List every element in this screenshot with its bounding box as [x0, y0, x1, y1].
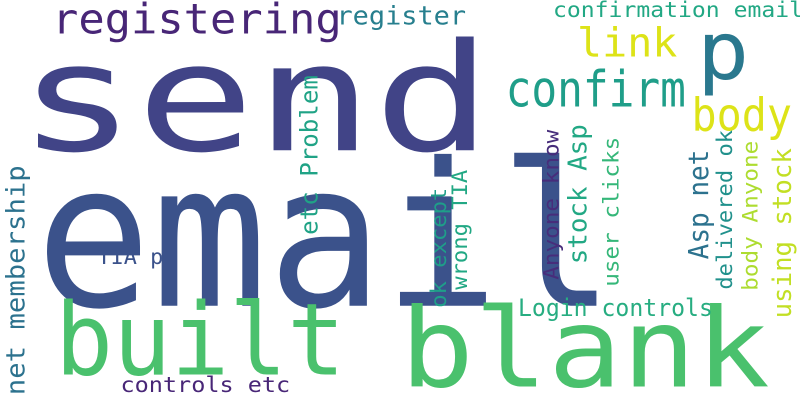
- word-link: link: [577, 23, 677, 63]
- word-registering: registering: [52, 0, 342, 41]
- word-ok-except: ok except: [428, 188, 450, 308]
- word-body-anyone: body Anyone: [740, 141, 762, 291]
- word-tia-p: TIA p: [97, 247, 163, 269]
- word-etc-problem: etc Problem: [298, 75, 322, 235]
- word-stock-asp: stock Asp: [565, 124, 591, 264]
- word-anyone-know: Anyone know: [541, 130, 563, 280]
- word-wrong-tia: wrong TIA: [449, 170, 471, 290]
- word-confirmation-email: confirmation email: [553, 0, 800, 22]
- word-user-clicks: user clicks: [601, 137, 623, 287]
- word-delivered-ok: delivered ok: [714, 130, 736, 290]
- word-net-membership: net membership: [3, 165, 29, 395]
- word-asp-net: Asp net: [686, 149, 714, 259]
- word-using-stock: using stock: [769, 148, 795, 318]
- word-login-controls: Login controls: [517, 297, 712, 321]
- word-confirm: confirm: [505, 65, 685, 115]
- word-register: register: [336, 3, 466, 29]
- word-p: p: [697, 12, 749, 92]
- word-controls-etc: controls etc: [120, 375, 290, 397]
- word-body: body: [691, 94, 791, 139]
